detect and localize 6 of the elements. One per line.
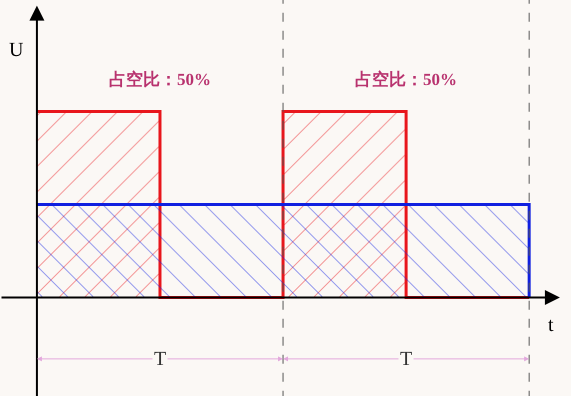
- x-axis-title: t: [548, 314, 554, 336]
- text: 占空比：50%: [109, 70, 211, 89]
- text: T: [154, 348, 166, 370]
- text: 占空比：50%: [355, 70, 457, 89]
- text: T: [400, 348, 412, 370]
- y-axis-title: U: [9, 39, 24, 61]
